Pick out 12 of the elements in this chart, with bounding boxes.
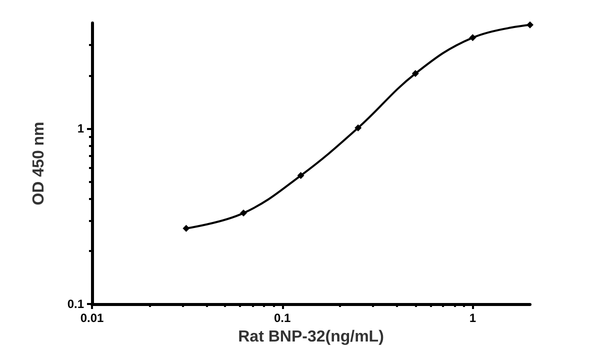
x-tick-label: 0.1 [274,311,292,325]
point [526,21,534,28]
point [469,34,476,42]
point [412,70,419,78]
point [240,210,247,217]
point [182,224,190,232]
point [354,124,362,132]
x-axis-title: Rat BNP-32(ng/mL) [238,328,384,346]
point [297,172,304,180]
x-tick-label: 1 [469,311,476,325]
y-axis-title: OD 450 nm [30,122,48,206]
x-tick-label: 0.01 [80,311,104,325]
